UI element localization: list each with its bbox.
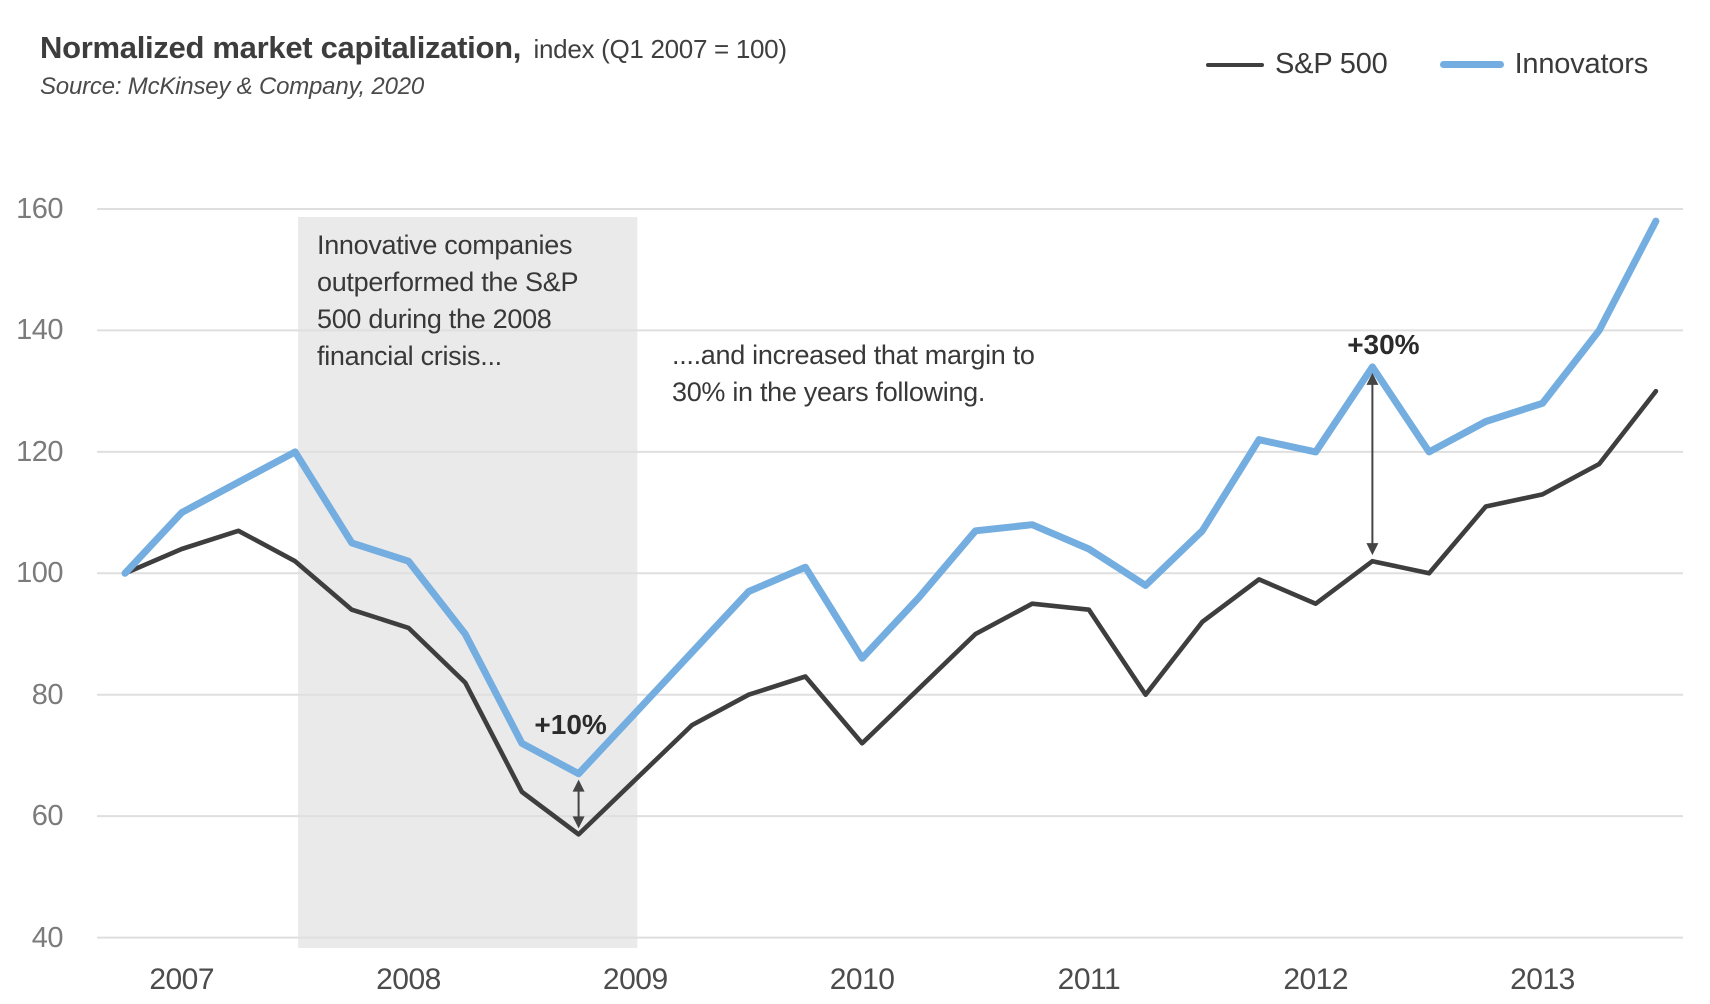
x-axis-label-2011: 2011 bbox=[1057, 963, 1121, 996]
x-axis-label-2013: 2013 bbox=[1510, 963, 1575, 996]
delta-label-2012-Q3: +30% bbox=[1347, 328, 1420, 360]
crisis-highlight-region bbox=[298, 217, 638, 948]
delta-arrow-head-up-2009 Q1 bbox=[572, 779, 585, 792]
y-axis-tick-120: 120 bbox=[16, 435, 63, 468]
y-axis-tick-40: 40 bbox=[31, 921, 64, 954]
sp500-line-swatch bbox=[1206, 62, 1265, 67]
x-axis-label-2012: 2012 bbox=[1283, 963, 1349, 996]
margin-annotation-text: ....and increased that margin to 30% in … bbox=[672, 340, 1035, 407]
x-axis-label-2010: 2010 bbox=[829, 963, 895, 996]
y-axis-tick-80: 80 bbox=[31, 678, 64, 711]
innovators-line-swatch bbox=[1439, 61, 1504, 68]
y-axis-tick-100: 100 bbox=[16, 557, 63, 590]
legend-label-sp500: S&P 500 bbox=[1275, 48, 1388, 80]
x-axis-label-2007: 2007 bbox=[149, 963, 215, 996]
legend-item-sp500: S&P 500 bbox=[1206, 48, 1388, 81]
y-axis-tick-140: 140 bbox=[16, 314, 63, 347]
legend-item-innovators: Innovators bbox=[1439, 48, 1649, 81]
legend-label-innovators: Innovators bbox=[1514, 48, 1649, 80]
chart-header: Normalized market capitalization, index … bbox=[40, 30, 787, 101]
title-row: Normalized market capitalization, index … bbox=[40, 30, 787, 66]
crisis-annotation-text: Innovative companies outperformed the S&… bbox=[317, 230, 578, 371]
delta-arrow-head-down-2012 Q3 bbox=[1366, 543, 1379, 556]
title-subtitle: index (Q1 2007 = 100) bbox=[533, 34, 787, 64]
x-axis-label-2008: 2008 bbox=[376, 963, 441, 996]
delta-label-2009-Q1: +10% bbox=[534, 708, 607, 740]
y-axis-tick-160: 160 bbox=[16, 193, 63, 225]
page-title: Normalized market capitalization, bbox=[40, 30, 522, 65]
legend: S&P 500 Innovators bbox=[1206, 48, 1648, 81]
x-axis-label-2009: 2009 bbox=[602, 963, 668, 996]
delta-arrow-head-up-2012 Q3 bbox=[1366, 372, 1379, 385]
sp500-line bbox=[122, 388, 1659, 837]
delta-arrow-head-down-2009 Q1 bbox=[572, 816, 585, 829]
y-axis-tick-60: 60 bbox=[31, 800, 64, 833]
source-caption: Source: McKinsey & Company, 2020 bbox=[40, 73, 425, 100]
innovators-line bbox=[121, 217, 1660, 778]
